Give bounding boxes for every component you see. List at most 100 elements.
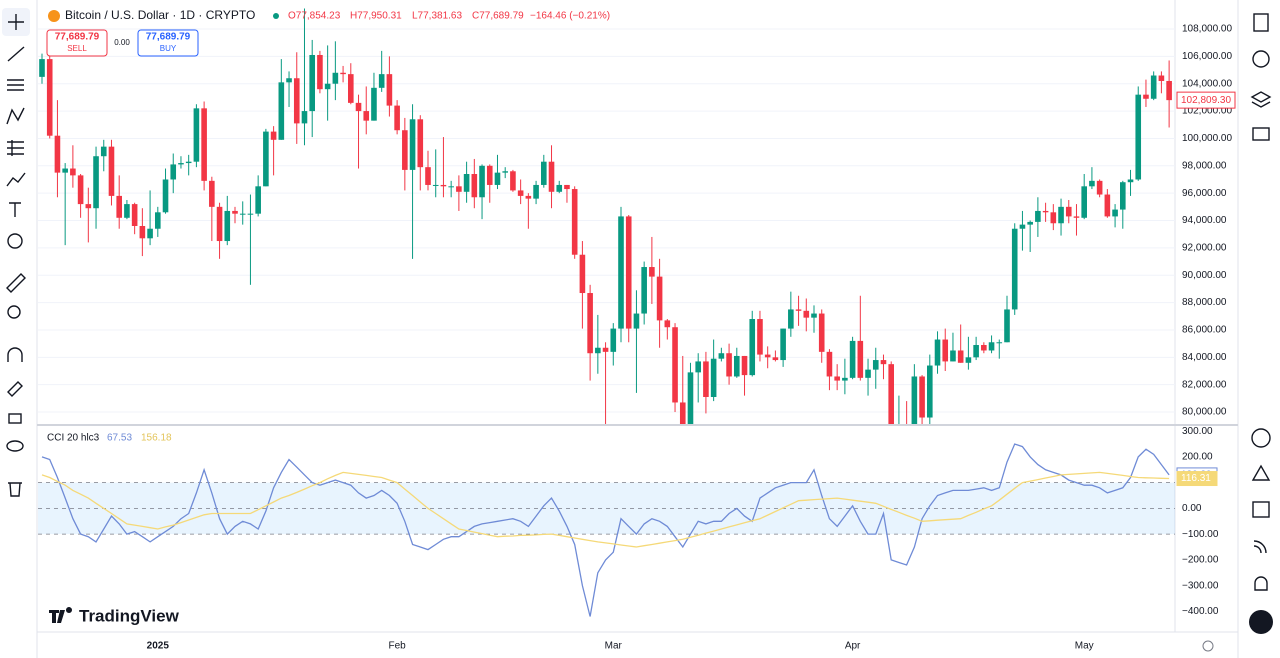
candle-body bbox=[46, 59, 53, 136]
candle-body bbox=[927, 365, 933, 418]
candle-body bbox=[471, 174, 478, 198]
candle-body bbox=[155, 212, 161, 229]
sell-button[interactable] bbox=[46, 29, 108, 57]
candle-body bbox=[270, 131, 277, 140]
y-tick-label: 96,000.00 bbox=[1182, 188, 1227, 199]
y-tick-label: 84,000.00 bbox=[1182, 352, 1227, 363]
candle-body bbox=[139, 225, 146, 239]
candle-body bbox=[1135, 94, 1142, 180]
calendar-icon[interactable] bbox=[1252, 501, 1270, 518]
forecast-icon[interactable] bbox=[7, 140, 24, 156]
price-label-box bbox=[1176, 91, 1236, 109]
candle-body bbox=[764, 354, 771, 358]
y-tick-label: 0.00 bbox=[1182, 503, 1202, 514]
candle-body bbox=[649, 267, 655, 277]
candle-body bbox=[332, 72, 339, 84]
eye-icon[interactable] bbox=[6, 440, 24, 452]
fib-icon[interactable] bbox=[7, 79, 24, 91]
cci-pane bbox=[38, 443, 1175, 617]
lock-draw-icon[interactable] bbox=[7, 381, 23, 397]
y-tick-label: 100,000.00 bbox=[1182, 133, 1232, 144]
candle-body bbox=[525, 195, 532, 199]
radar-icon[interactable] bbox=[1251, 428, 1271, 448]
pattern-icon[interactable] bbox=[6, 107, 25, 125]
candle-body bbox=[1112, 209, 1118, 217]
low-value: L77,381.63 bbox=[412, 11, 462, 22]
candle-body bbox=[1089, 180, 1095, 187]
trendline-icon[interactable] bbox=[7, 46, 25, 62]
y-tick-label: 200.00 bbox=[1182, 452, 1213, 463]
price-pane bbox=[39, 8, 1172, 462]
cci-last-box bbox=[1176, 471, 1218, 487]
magnet-icon[interactable] bbox=[7, 347, 23, 362]
emoji-icon[interactable] bbox=[7, 233, 23, 249]
candle-body bbox=[224, 210, 231, 242]
y-tick-label: −200.00 bbox=[1182, 555, 1219, 566]
open-value: O77,854.23 bbox=[288, 11, 341, 22]
candle-body bbox=[409, 119, 416, 170]
market-status bbox=[273, 13, 279, 19]
stream-icon[interactable] bbox=[1253, 540, 1267, 554]
candle-body bbox=[201, 108, 207, 181]
candle-body bbox=[216, 206, 223, 242]
alerts-icon[interactable] bbox=[1252, 50, 1270, 68]
cci-line bbox=[41, 471, 1170, 548]
text-icon[interactable] bbox=[9, 202, 21, 217]
y-tick-label: −100.00 bbox=[1182, 529, 1219, 540]
y-tick-label: 108,000.00 bbox=[1182, 24, 1232, 35]
y-tick-label: 102,000.00 bbox=[1182, 106, 1232, 117]
y-tick-label: 106,000.00 bbox=[1182, 51, 1232, 62]
brush-icon[interactable] bbox=[6, 172, 26, 187]
candle-body bbox=[533, 184, 539, 199]
ideas-icon[interactable] bbox=[1251, 464, 1271, 481]
candle-body bbox=[85, 204, 92, 209]
candle-body bbox=[842, 377, 848, 381]
candle-body bbox=[865, 369, 871, 378]
price-label: 102,809.30 bbox=[1181, 95, 1231, 106]
layers-icon[interactable] bbox=[1250, 91, 1272, 108]
notifications-icon[interactable] bbox=[1254, 576, 1268, 591]
candle-body bbox=[587, 293, 593, 354]
candle-body bbox=[834, 376, 840, 381]
symbol-title: Bitcoin / U.S. Dollar · 1D · CRYPTO bbox=[65, 8, 255, 22]
candle-body bbox=[147, 228, 153, 239]
candle-body bbox=[263, 131, 269, 187]
candle-body bbox=[178, 163, 184, 165]
settings-icon[interactable] bbox=[1202, 640, 1214, 652]
y-tick-label: −300.00 bbox=[1182, 580, 1219, 591]
candle-body bbox=[942, 339, 949, 362]
candle-body bbox=[826, 351, 833, 377]
y-tick-label: −400.00 bbox=[1182, 606, 1219, 617]
candle-body bbox=[564, 184, 570, 190]
sell-label: SELL bbox=[67, 44, 87, 53]
trash-icon[interactable] bbox=[8, 482, 22, 497]
candle-body bbox=[185, 161, 192, 164]
apps-button[interactable] bbox=[1249, 610, 1273, 634]
y-tick-label: 90,000.00 bbox=[1182, 270, 1227, 281]
candle-body bbox=[996, 342, 1003, 344]
candle-body bbox=[77, 175, 84, 205]
lock-icon[interactable] bbox=[8, 413, 22, 424]
watchlist-icon[interactable] bbox=[1253, 13, 1269, 32]
candle-body bbox=[1027, 221, 1033, 225]
zoom-icon[interactable] bbox=[7, 305, 21, 319]
candle-body bbox=[687, 372, 694, 424]
sell-price: 77,689.79 bbox=[55, 32, 100, 43]
crosshair-icon[interactable] bbox=[8, 14, 24, 30]
y-tick-label: 104,000.00 bbox=[1182, 78, 1232, 89]
candle-body bbox=[541, 161, 547, 185]
candle-body bbox=[610, 328, 617, 352]
ruler-icon[interactable] bbox=[6, 273, 26, 293]
candle-body bbox=[679, 402, 686, 424]
candle-body bbox=[193, 108, 200, 162]
chat-icon[interactable] bbox=[1252, 127, 1270, 141]
buy-label: BUY bbox=[160, 44, 177, 53]
candle-body bbox=[726, 353, 732, 377]
candle-body bbox=[904, 424, 910, 462]
buy-button[interactable] bbox=[137, 29, 199, 57]
candle-body bbox=[232, 210, 238, 214]
candle-body bbox=[432, 184, 439, 186]
candle-body bbox=[510, 171, 516, 191]
candle-body bbox=[301, 111, 308, 124]
change-value: −164.46 (−0.21%) bbox=[530, 11, 610, 22]
